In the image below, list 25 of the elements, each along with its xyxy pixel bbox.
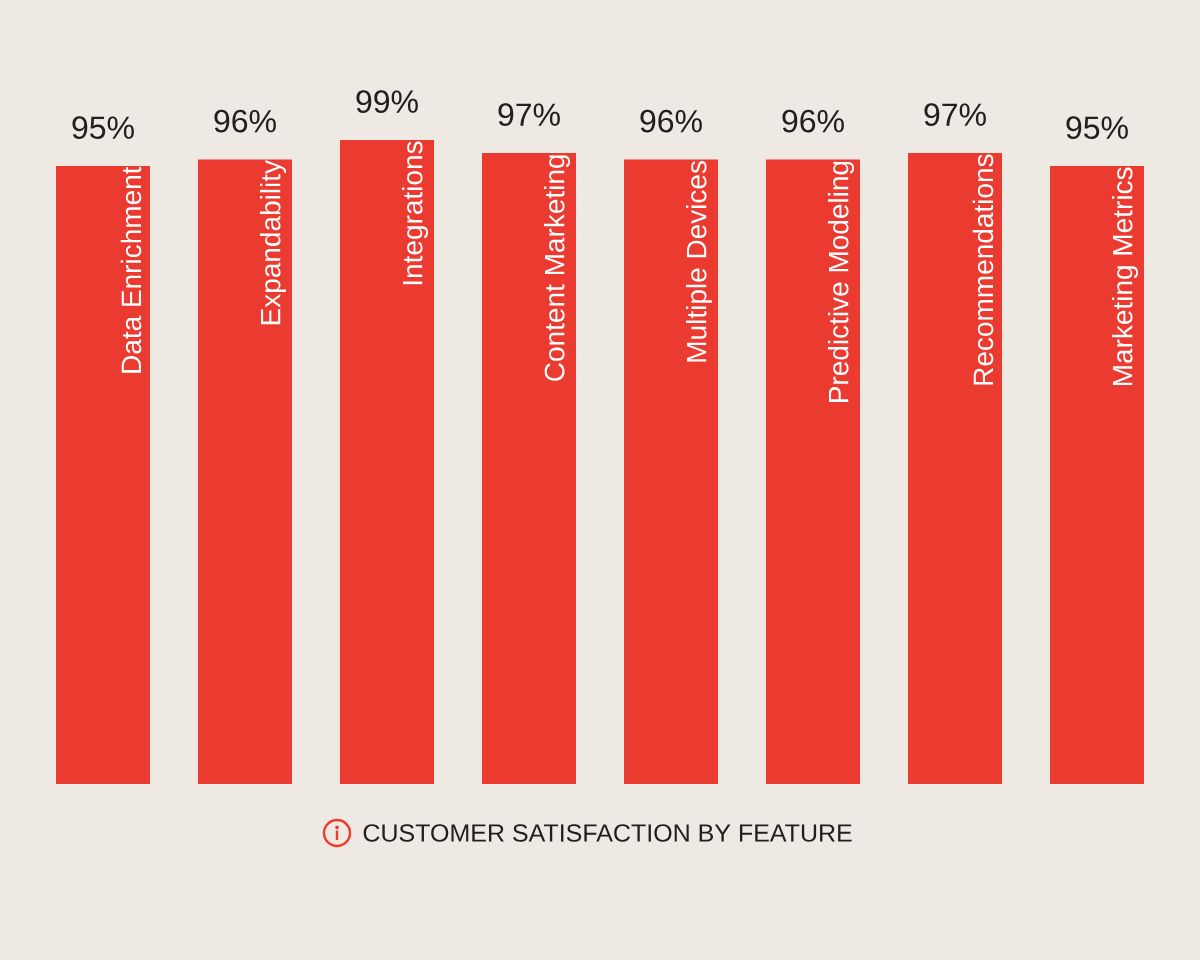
bar bbox=[198, 159, 292, 784]
data-label: 95% bbox=[1066, 116, 1128, 139]
x-tick-label: Integrations bbox=[401, 141, 429, 285]
x-tick-label: Data Enrichment bbox=[120, 166, 142, 373]
bar bbox=[908, 153, 1002, 784]
data-label: 95% bbox=[72, 116, 134, 139]
data-label: 96% bbox=[640, 109, 702, 133]
data-label: 97% bbox=[924, 103, 986, 126]
data-label: 99% bbox=[356, 90, 418, 113]
bar bbox=[1050, 166, 1144, 784]
data-label: 96% bbox=[782, 109, 844, 133]
bar bbox=[482, 153, 576, 784]
x-tick-label: Recommendations bbox=[972, 154, 994, 385]
bar bbox=[624, 159, 718, 784]
x-tick-label: Expandability bbox=[259, 160, 287, 325]
bar bbox=[340, 140, 434, 784]
x-tick-label: Predictive Modeling bbox=[827, 161, 855, 402]
x-tick-label: Marketing Metrics bbox=[1111, 167, 1139, 386]
bar bbox=[56, 166, 150, 784]
data-label: 96% bbox=[214, 109, 276, 133]
bar bbox=[766, 159, 860, 784]
x-tick-label: Content Marketing bbox=[543, 155, 571, 381]
data-label: 97% bbox=[498, 103, 560, 126]
x-tick-label: Multiple Devices bbox=[685, 161, 713, 362]
text: CUSTOMER SATISFACTION BY FEATURE bbox=[363, 824, 852, 842]
